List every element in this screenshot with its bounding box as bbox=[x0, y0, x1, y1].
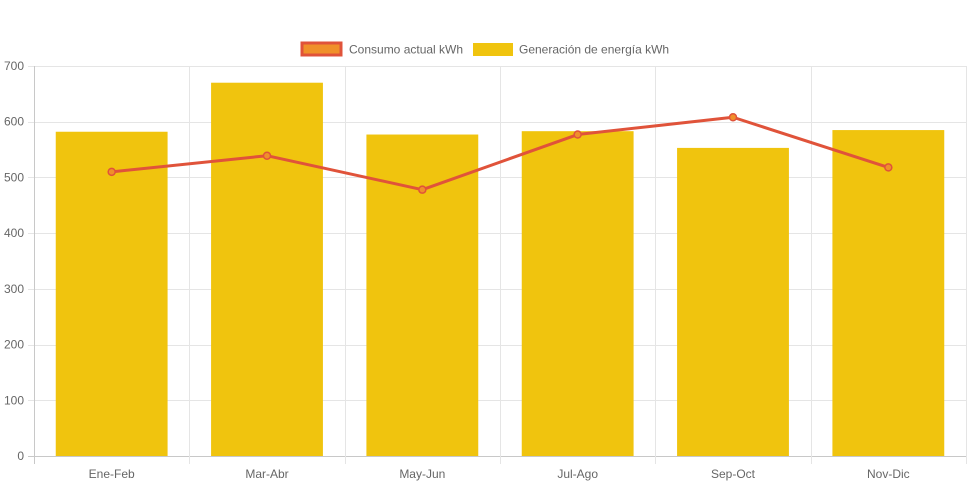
line-path bbox=[111, 115, 889, 192]
y-tick-label: 300 bbox=[4, 282, 24, 296]
y-tick-label: 700 bbox=[4, 59, 24, 73]
legend-label-generacion: Generación de energía kWh bbox=[519, 43, 669, 57]
x-tick-label: Mar-Abr bbox=[245, 467, 288, 481]
legend-label-consumo: Consumo actual kWh bbox=[349, 43, 463, 57]
y-tick-label: 200 bbox=[4, 338, 24, 352]
legend-item-consumo[interactable]: Consumo actual kWh bbox=[300, 41, 463, 57]
line-point[interactable] bbox=[884, 163, 893, 172]
line-point[interactable] bbox=[262, 151, 272, 160]
gridlines bbox=[28, 66, 967, 464]
legend-item-generacion[interactable]: Generación de energía kWh bbox=[473, 43, 669, 57]
y-tick-label: 400 bbox=[4, 226, 24, 240]
x-axis: Ene-Feb Mar-Abr May-Jun Jul-Ago Sep-Oct Nov-D… bbox=[89, 467, 910, 481]
y-tick-label: 600 bbox=[4, 115, 24, 129]
x-tick-label: Jul-Ago bbox=[557, 467, 598, 481]
line-point[interactable] bbox=[728, 113, 738, 122]
line-point[interactable] bbox=[418, 185, 427, 194]
bar[interactable] bbox=[366, 134, 479, 456]
x-tick-label: Sep-Oct bbox=[711, 467, 756, 481]
bar[interactable] bbox=[677, 147, 789, 456]
bar[interactable] bbox=[211, 82, 323, 456]
x-tick-label: Nov-Dic bbox=[867, 467, 910, 481]
line-point[interactable] bbox=[107, 167, 116, 177]
y-axis: 0 100 200 300 400 500 600 700 bbox=[4, 59, 24, 463]
x-tick-label: Ene-Feb bbox=[89, 467, 135, 481]
y-tick-label: 100 bbox=[4, 393, 24, 407]
line-series bbox=[107, 113, 893, 194]
legend-swatch-consumo bbox=[300, 41, 343, 57]
legend: Consumo actual kWh Generación de energía… bbox=[300, 41, 669, 57]
bar[interactable] bbox=[521, 131, 634, 456]
legend-swatch-generacion bbox=[473, 43, 513, 56]
bar-series bbox=[55, 82, 945, 457]
bar[interactable] bbox=[55, 131, 168, 456]
line-point[interactable] bbox=[573, 130, 582, 139]
y-tick-label: 500 bbox=[4, 170, 24, 184]
x-tick-label: May-Jun bbox=[399, 467, 445, 481]
y-tick-label: 0 bbox=[17, 449, 24, 463]
bar[interactable] bbox=[832, 130, 945, 457]
